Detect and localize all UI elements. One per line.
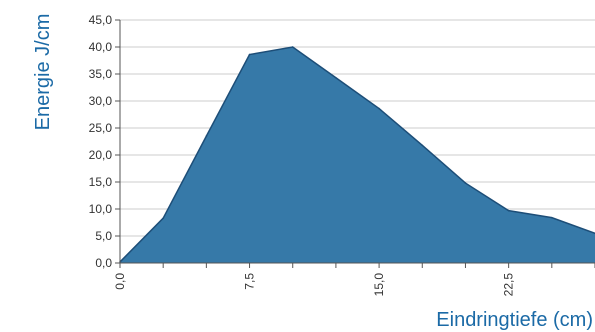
y-tick-label: 35,0 [89,67,113,81]
data-point [205,135,208,137]
x-axis-label: Eindringtiefe (cm) [436,309,593,331]
y-tick-label: 30,0 [89,94,113,108]
data-point [551,216,553,219]
x-tick-label: 22,5 [502,273,516,297]
y-tick-label: 45,0 [89,13,113,27]
x-tick-label: 0,0 [113,273,127,290]
data-point [248,53,251,56]
data-point [335,76,337,79]
y-tick-label: 10,0 [89,202,113,216]
tick-layer: 0,0 5,0 10,0 15,0 20,0 25,0 30,0 35,0 40,0 45,0 0,… [89,13,516,296]
y-tick-label: 40,0 [89,40,113,54]
axis-layer [115,19,595,268]
x-tick-label: 15,0 [372,273,386,297]
data-point [291,46,294,48]
y-tick-label: 25,0 [89,121,113,135]
data-point [507,209,510,212]
y-tick-label: 5,0 [95,229,112,243]
y-tick-label: 15,0 [89,175,113,189]
y-axis-label: Energie J/cm [32,14,54,131]
x-tick-label: 7,5 [243,273,257,290]
data-point [162,217,164,219]
data-point [464,182,467,184]
data-point [378,107,380,110]
series-area [120,47,595,263]
series-line [119,46,595,263]
data-point [421,144,424,147]
y-tick-label: 0,0 [95,256,112,270]
y-tick-label: 20,0 [89,148,113,162]
